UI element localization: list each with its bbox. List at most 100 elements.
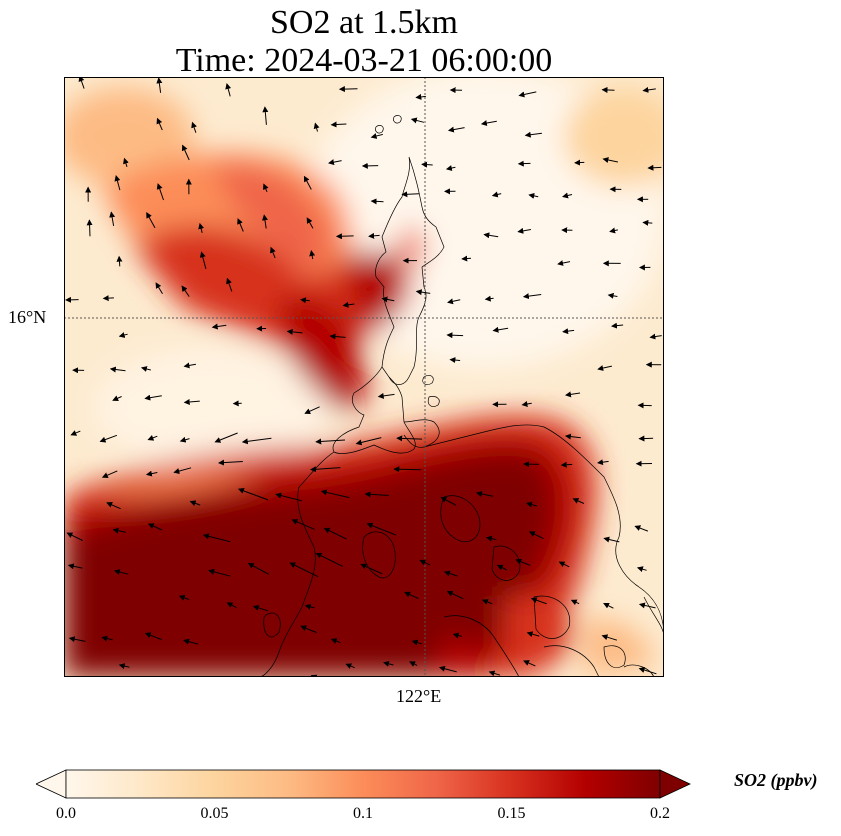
wind-arrow [144,394,162,401]
wind-arrow [383,660,394,667]
colorbar-tick-label: 0.05 [200,805,229,822]
wind-arrow [123,157,129,167]
wind-arrow [156,117,163,131]
wind-arrow [181,285,190,297]
wind-arrow [330,638,341,644]
wind-arrow [366,522,396,536]
wind-arrow [237,488,269,501]
wind-arrow [638,667,657,675]
wind-arrow [202,533,231,543]
wind-arrow [452,632,462,639]
wind-arrow [415,289,431,296]
wind-arrow [377,392,395,399]
wind-arrow [345,663,355,669]
wind-arrow [183,398,200,405]
wind-arrow [649,333,662,340]
colorbar-gradient [65,769,661,799]
wind-arrow [263,183,269,192]
wind-arrow [364,491,389,498]
wind-arrow [304,406,320,414]
wind-arrow [484,295,494,302]
wind-arrow [410,117,425,124]
wind-arrow [558,561,570,568]
wind-arrow [113,569,129,575]
wind-arrow [226,277,233,292]
wind-arrow [183,638,199,645]
wind-arrow [67,563,83,570]
wind-arrow [156,183,164,201]
wind-arrow [445,165,456,171]
wind-arrow [189,500,201,507]
wind-arrow [570,599,580,606]
wind-arrow [286,328,303,335]
wind-arrow [521,401,532,407]
colorbar-extend-min [36,769,67,799]
wind-arrow [496,564,508,571]
wind-arrow [118,663,130,670]
wind-arrow [601,634,618,641]
wind-arrow [522,293,542,300]
wind-arrow [601,86,615,93]
wind-arrow [524,131,542,138]
wind-arrow [411,639,422,646]
wind-arrow [116,255,123,267]
map-title: SO2 at 1.5km Time: 2024-03-21 06:00:00 [64,4,664,80]
wind-arrow [330,121,347,128]
wind-arrow [199,251,207,270]
wind-arrow [611,322,624,329]
colorbar-tick-label: 0.2 [650,805,670,822]
colorbar-tick-label: 0.15 [497,805,526,822]
map-panel [64,77,664,677]
wind-arrow [309,250,316,260]
colorbar-extend-max [659,769,691,799]
wind-arrow [183,362,196,369]
wind-arrow [320,489,350,499]
wind-arrow [147,523,163,531]
wind-arrow [607,292,618,299]
wind-arrow [329,333,346,340]
wind-arrow [144,632,162,641]
colorbar [36,769,691,799]
wind-arrow [597,365,613,371]
wind-arrow [560,461,573,468]
wind-arrow [237,218,244,232]
wind-vectors [65,77,662,677]
wind-arrow [342,301,355,308]
wind-arrow [112,527,126,534]
wind-arrow [275,492,303,502]
wind-arrow [446,590,464,600]
wind-arrow [517,227,531,234]
map-frame [64,77,664,677]
wind-arrow [634,525,649,532]
wind-arrow [438,665,457,673]
wind-arrow [338,86,358,93]
wind-arrow [483,232,499,239]
wind-arrow [638,435,654,442]
wind-arrow [443,570,458,577]
wind-arrow [404,591,419,599]
wind-arrow [409,661,418,667]
wind-arrow [315,552,343,567]
wind-arrow [480,120,497,126]
wind-arrow [101,635,113,642]
wind-arrow [214,432,238,443]
wind-arrow [562,328,575,335]
wind-arrow [526,501,538,508]
wind-arrow [109,211,116,226]
wind-arrow [198,222,205,234]
wind-arrow [252,605,269,612]
wind-arrow [146,212,156,229]
wind-arrow [225,83,232,97]
wind-arrow [328,159,342,166]
wind-arrow [155,282,163,295]
wind-arrow [66,532,83,541]
wind-arrow [530,597,547,605]
wind-arrow [491,191,502,198]
wind-arrow [211,323,227,330]
colorbar-tick-label: 0.1 [353,805,373,822]
wind-arrow [526,631,540,638]
wind-arrow [86,219,93,237]
coastline [258,115,664,677]
wind-arrow [247,563,270,575]
colorbar-tick-label: 0.0 [56,805,76,822]
